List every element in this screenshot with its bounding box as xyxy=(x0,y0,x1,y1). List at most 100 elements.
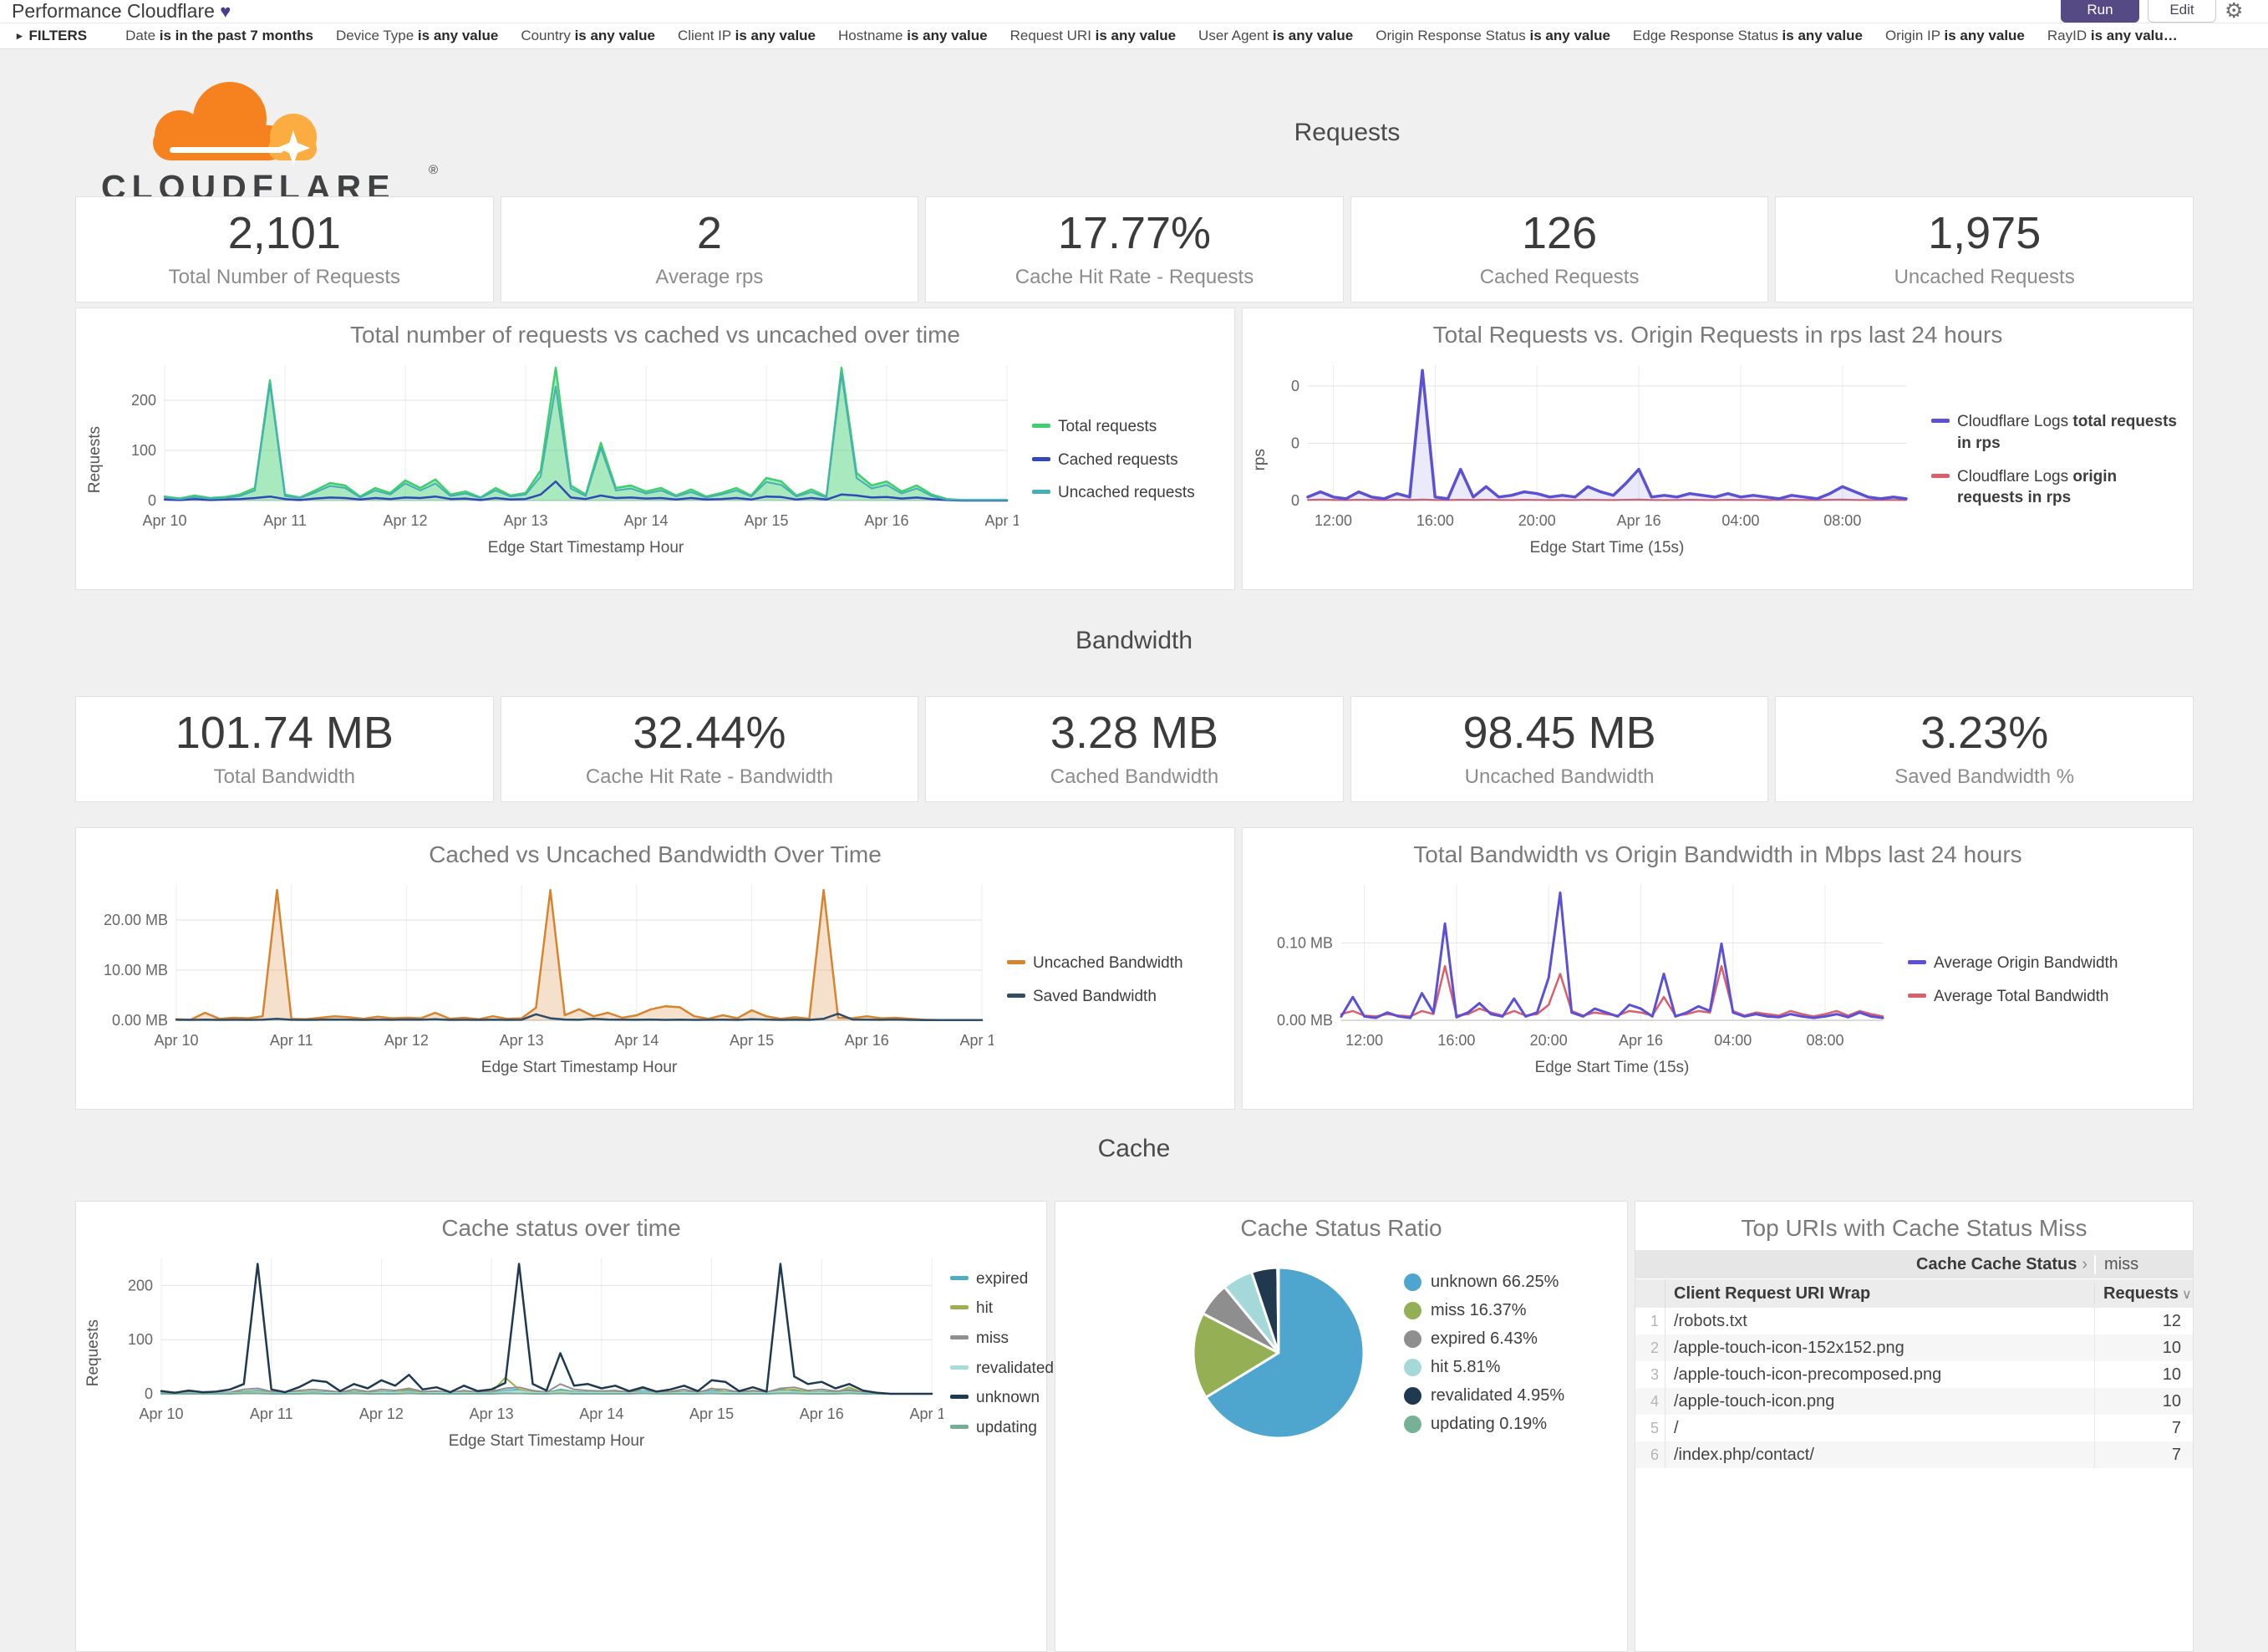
svg-text:Apr 15: Apr 15 xyxy=(744,512,788,529)
chart-title: Top URIs with Cache Status Miss xyxy=(1741,1215,2087,1241)
uri-cell[interactable]: /robots.txt xyxy=(1674,1311,1747,1330)
requests-cell[interactable]: 10 xyxy=(2094,1334,2193,1361)
panel-rps-24h: Total Requests vs. Origin Requests in rp… xyxy=(1242,308,2194,590)
svg-text:Apr 15: Apr 15 xyxy=(730,1032,774,1049)
filter-item[interactable]: Hostname is any value xyxy=(838,28,988,43)
filter-item[interactable]: Edge Response Status is any value xyxy=(1632,28,1863,43)
filter-item[interactable]: Origin IP is any value xyxy=(1884,28,2025,43)
row-number: 5 xyxy=(1635,1415,1665,1441)
requests-over-time-chart[interactable]: Apr 10 Apr 11 Apr 12 Apr 13 Apr 14 Apr 15 Apr … xyxy=(111,353,1030,567)
requests-cell[interactable]: 10 xyxy=(2094,1388,2193,1415)
filter-item[interactable]: Request URI is any value xyxy=(1009,28,1177,43)
filter-item[interactable]: User Agent is any value xyxy=(1198,28,1354,43)
chart-legend: Uncached Bandwidth Saved Bandwidth xyxy=(994,953,1203,1007)
panel-mbps-24h: Total Bandwidth vs Origin Bandwidth in M… xyxy=(1242,827,2194,1110)
filter-item[interactable]: Country is any value xyxy=(521,28,655,43)
svg-text:Apr 15: Apr 15 xyxy=(689,1405,734,1422)
kpi-cached-bandwidth: 3.28 MB Cached Bandwidth xyxy=(925,696,1344,802)
filter-item[interactable]: Device Type is any value xyxy=(335,28,499,43)
cloudflare-logo: CLOUDFLARE ® xyxy=(96,75,447,206)
legend-dot xyxy=(1404,1301,1421,1319)
run-button[interactable]: Run xyxy=(2061,0,2139,23)
legend-swatch xyxy=(1007,993,1025,998)
svg-text:100: 100 xyxy=(128,1331,153,1348)
svg-text:Apr 14: Apr 14 xyxy=(579,1405,623,1422)
chart-legend: Cloudflare Logs total requests in rps Clo… xyxy=(1918,411,2186,509)
filter-item[interactable]: Client IP is any value xyxy=(677,28,816,43)
filters-toggle[interactable]: ▸ FILTERS xyxy=(17,28,88,43)
legend-item: Cloudflare Logs total requests in rps xyxy=(1931,411,2186,454)
table-row[interactable]: 2/apple-touch-icon-152x152.png 10 xyxy=(1635,1334,2193,1361)
expand-triangle-icon: ▸ xyxy=(17,29,23,42)
chart-legend: Average Origin Bandwidth Average Total Ba… xyxy=(1894,953,2163,1007)
panel-bandwidth-over-time: Cached vs Uncached Bandwidth Over Time A… xyxy=(75,827,1235,1110)
kpi-saved-bandwidth: 3.23% Saved Bandwidth % xyxy=(1775,696,2194,802)
chevron-right-icon[interactable]: › xyxy=(2082,1254,2087,1273)
pie-slice-updating[interactable] xyxy=(1276,1266,1280,1355)
column-header-requests[interactable]: Requests ∨ xyxy=(2094,1283,2193,1304)
filter-item[interactable]: RayID is any valu… xyxy=(2047,28,2178,43)
uri-cell[interactable]: / xyxy=(1674,1418,1679,1437)
svg-text:Apr 16: Apr 16 xyxy=(1619,1032,1663,1049)
cache-status-pie-chart[interactable] xyxy=(1189,1257,1369,1449)
chart-legend: Total requests Cached requests Uncached re… xyxy=(1019,416,1228,504)
mbps-24h-chart[interactable]: 12:00 16:00 20:00 Apr 16 04:00 08:00 0.00 MB 0.… xyxy=(1251,873,1894,1086)
svg-text:200: 200 xyxy=(128,1277,153,1294)
pie-legend-item: hit 5.81% xyxy=(1404,1358,1564,1377)
svg-text:100: 100 xyxy=(131,442,156,459)
panel-requests-over-time: Total number of requests vs cached vs un… xyxy=(75,308,1235,590)
legend-dot xyxy=(1404,1386,1421,1405)
filter-item[interactable]: Date is in the past 7 months xyxy=(125,28,313,43)
legend-swatch xyxy=(1908,993,1926,998)
bandwidth-over-time-chart[interactable]: Apr 10 Apr 11 Apr 12 Apr 13 Apr 14 Apr 15 Apr … xyxy=(86,873,1004,1086)
gear-icon[interactable]: ⚙ xyxy=(2225,0,2244,23)
top-uris-table: Cache Cache Status › miss Client Request … xyxy=(1635,1250,2193,1468)
uri-cell[interactable]: /apple-touch-icon.png xyxy=(1674,1391,1835,1411)
requests-cell[interactable]: 7 xyxy=(2094,1441,2193,1468)
svg-text:Edge Start Time (15s): Edge Start Time (15s) xyxy=(1530,539,1685,557)
svg-text:Apr 11: Apr 11 xyxy=(263,512,307,529)
row-number: 1 xyxy=(1635,1308,1665,1334)
edit-button[interactable]: Edit xyxy=(2148,0,2216,23)
legend-swatch xyxy=(950,1275,969,1280)
table-row[interactable]: 4/apple-touch-icon.png 10 xyxy=(1635,1388,2193,1415)
table-row[interactable]: 3/apple-touch-icon-precomposed.png 10 xyxy=(1635,1361,2193,1388)
svg-text:Apr 16: Apr 16 xyxy=(1617,512,1661,529)
legend-swatch xyxy=(950,1424,969,1429)
sort-caret-icon: ∨ xyxy=(2182,1287,2192,1302)
section-header-requests: Requests xyxy=(1294,119,1401,146)
legend-item: hit xyxy=(950,1298,1048,1319)
svg-text:0.00 MB: 0.00 MB xyxy=(112,1012,168,1029)
uri-cell[interactable]: /apple-touch-icon-152x152.png xyxy=(1674,1338,1904,1357)
uri-cell[interactable]: /apple-touch-icon-precomposed.png xyxy=(1674,1365,1942,1384)
svg-text:0: 0 xyxy=(1291,492,1299,509)
chart-title: Total Bandwidth vs Origin Bandwidth in M… xyxy=(1413,841,2022,867)
rps-24h-chart[interactable]: 12:00 16:00 20:00 Apr 16 04:00 08:00 0 0 0 Edge S… xyxy=(1274,353,1918,567)
column-header-uri[interactable]: Client Request URI Wrap xyxy=(1674,1283,1871,1303)
table-row[interactable]: 5 / 7 xyxy=(1635,1415,2193,1441)
table-row[interactable]: 6/index.php/contact/7 xyxy=(1635,1441,2193,1468)
filter-item[interactable]: Origin Response Status is any value xyxy=(1376,28,1610,43)
section-header-cache: Cache xyxy=(1097,1135,1171,1162)
svg-text:Apr 14: Apr 14 xyxy=(614,1032,659,1049)
pie-slice-unknown[interactable] xyxy=(1204,1266,1365,1440)
svg-text:Apr 11: Apr 11 xyxy=(270,1032,313,1049)
kpi-cached-requests: 126 Cached Requests xyxy=(1350,196,1769,302)
legend-item: updating xyxy=(950,1417,1048,1439)
section-header-bandwidth: Bandwidth xyxy=(1075,627,1193,654)
table-row[interactable]: 1/robots.txt 12 xyxy=(1635,1308,2193,1334)
legend-item: revalidated xyxy=(950,1358,1054,1380)
row-number: 6 xyxy=(1635,1441,1665,1468)
requests-cell[interactable]: 12 xyxy=(2094,1308,2193,1334)
svg-text:0: 0 xyxy=(1291,435,1299,451)
legend-swatch xyxy=(1032,490,1050,495)
kpi-uncached-bandwidth: 98.45 MB Uncached Bandwidth xyxy=(1350,696,1769,802)
svg-text:200: 200 xyxy=(131,392,156,409)
pie-slice-miss[interactable] xyxy=(1192,1312,1280,1399)
svg-text:12:00: 12:00 xyxy=(1315,512,1352,529)
chart-title: Cached vs Uncached Bandwidth Over Time xyxy=(429,841,882,867)
requests-cell[interactable]: 7 xyxy=(2094,1415,2193,1441)
uri-cell[interactable]: /index.php/contact/ xyxy=(1674,1445,1814,1464)
cache-status-chart[interactable]: Apr 10 Apr 11 Apr 12 Apr 13 Apr 14 Apr 15 Apr … xyxy=(108,1247,954,1460)
requests-cell[interactable]: 10 xyxy=(2094,1361,2193,1388)
